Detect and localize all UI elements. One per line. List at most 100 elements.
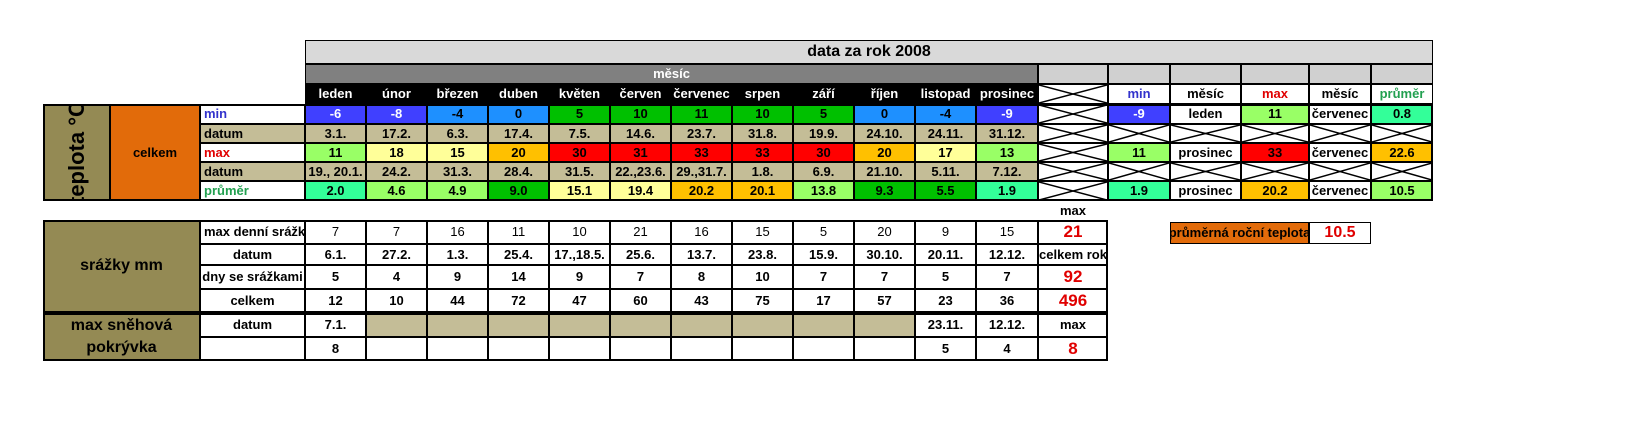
summary-value: prosinec	[1170, 143, 1241, 162]
precip-value: 14	[488, 265, 549, 289]
temperature-value: 15	[427, 143, 488, 162]
summary-header: průměr	[1371, 84, 1433, 104]
temperature-value: -8	[366, 104, 427, 124]
summary-value: 11	[1108, 143, 1170, 162]
snow-value	[610, 337, 671, 361]
precip-max-value: 21	[1038, 220, 1108, 244]
table-title: data za rok 2008	[305, 40, 1433, 64]
snow-label: max sněhová pokrývka	[43, 313, 200, 361]
precip-value: 7	[793, 265, 854, 289]
precip-value: 7	[366, 220, 427, 244]
snow-value	[854, 313, 915, 337]
empty-cross	[1241, 124, 1309, 143]
precip-value: 25.4.	[488, 244, 549, 265]
temperature-value: 14.6.	[610, 124, 671, 143]
precip-value: 1.3.	[427, 244, 488, 265]
snow-value: 8	[305, 337, 366, 361]
precip-value: 16	[671, 220, 732, 244]
annual-temp-label: průměrná roční teplota	[1170, 222, 1309, 244]
summary-value: 1.9	[1108, 181, 1170, 201]
snow-value	[793, 313, 854, 337]
temperature-value: 31.12.	[976, 124, 1038, 143]
precip-label: srážky mm	[43, 220, 200, 313]
row-label: max	[200, 143, 305, 162]
temperature-value: 2.0	[305, 181, 366, 201]
temperature-value: 19.9.	[793, 124, 854, 143]
temperature-value: 24.2.	[366, 162, 427, 181]
snow-value	[671, 313, 732, 337]
summary-group-blank	[1241, 64, 1309, 84]
precip-value: 10	[366, 289, 427, 313]
summary-value: červenec	[1309, 181, 1371, 201]
summary-header: max	[1241, 84, 1309, 104]
month-header: červen	[610, 84, 671, 104]
temperature-value: -6	[305, 104, 366, 124]
precip-value: 17.,18.5.	[549, 244, 610, 265]
summary-value: 10.5	[1371, 181, 1433, 201]
precip-value: 36	[976, 289, 1038, 313]
precip-days-total: 92	[1038, 265, 1108, 289]
temperature-value: 30	[793, 143, 854, 162]
precip-max-header: max	[1059, 202, 1087, 218]
precip-value: 15	[976, 220, 1038, 244]
temperature-value: 33	[671, 143, 732, 162]
temperature-value: 4.9	[427, 181, 488, 201]
row-label: celkem	[200, 289, 305, 313]
empty-cross	[1170, 124, 1241, 143]
month-header: srpen	[732, 84, 793, 104]
temperature-value: 1.9	[976, 181, 1038, 201]
empty-cross	[1038, 143, 1108, 162]
temperature-value: -4	[915, 104, 976, 124]
temperature-value: 17.2.	[366, 124, 427, 143]
row-label	[200, 337, 305, 361]
row-label: průměr	[200, 181, 305, 201]
temperature-value: 17.4.	[488, 124, 549, 143]
snow-value: 12.12.	[976, 313, 1038, 337]
precip-value: 13.7.	[671, 244, 732, 265]
month-header: březen	[427, 84, 488, 104]
temperature-value: 11	[305, 143, 366, 162]
snow-value: 23.11.	[915, 313, 976, 337]
precip-value: 57	[854, 289, 915, 313]
annual-temp-value: 10.5	[1309, 222, 1371, 244]
temperature-value: 19., 20.1.	[305, 162, 366, 181]
snow-max-header: max	[1038, 313, 1108, 337]
temperature-value: 3.1.	[305, 124, 366, 143]
empty-cross	[1108, 162, 1170, 181]
summary-header: měsíc	[1309, 84, 1371, 104]
summary-group-blank	[1309, 64, 1371, 84]
temperature-value: 31	[610, 143, 671, 162]
precip-value: 12	[305, 289, 366, 313]
precip-value: 60	[610, 289, 671, 313]
temperature-value: 13	[976, 143, 1038, 162]
empty-cross	[1108, 124, 1170, 143]
month-header: prosinec	[976, 84, 1038, 104]
empty-cross	[1309, 162, 1371, 181]
precip-value: 8	[671, 265, 732, 289]
snow-value	[427, 313, 488, 337]
empty-cross	[1170, 162, 1241, 181]
precip-year-total: 496	[1038, 289, 1108, 313]
row-label: max denní srážky	[200, 220, 305, 244]
temperature-value: 28.4.	[488, 162, 549, 181]
precip-value: 17	[793, 289, 854, 313]
summary-value: červenec	[1309, 104, 1371, 124]
temperature-value: 23.7.	[671, 124, 732, 143]
row-label: datum	[200, 124, 305, 143]
row-label: datum	[200, 162, 305, 181]
temperature-value: -4	[427, 104, 488, 124]
temperature-value: 15.1	[549, 181, 610, 201]
precip-value: 10	[732, 265, 793, 289]
temperature-value: 20	[488, 143, 549, 162]
temperature-value: 11	[671, 104, 732, 124]
temperature-value: 7.5.	[549, 124, 610, 143]
precip-value: 15.9.	[793, 244, 854, 265]
snow-value	[671, 337, 732, 361]
temperature-value: 20	[854, 143, 915, 162]
summary-header: min	[1108, 84, 1170, 104]
month-group-header: měsíc	[305, 64, 1038, 84]
temperature-value: 18	[366, 143, 427, 162]
precip-value: 23.8.	[732, 244, 793, 265]
snow-value	[732, 313, 793, 337]
snow-max-value: 8	[1038, 337, 1108, 361]
